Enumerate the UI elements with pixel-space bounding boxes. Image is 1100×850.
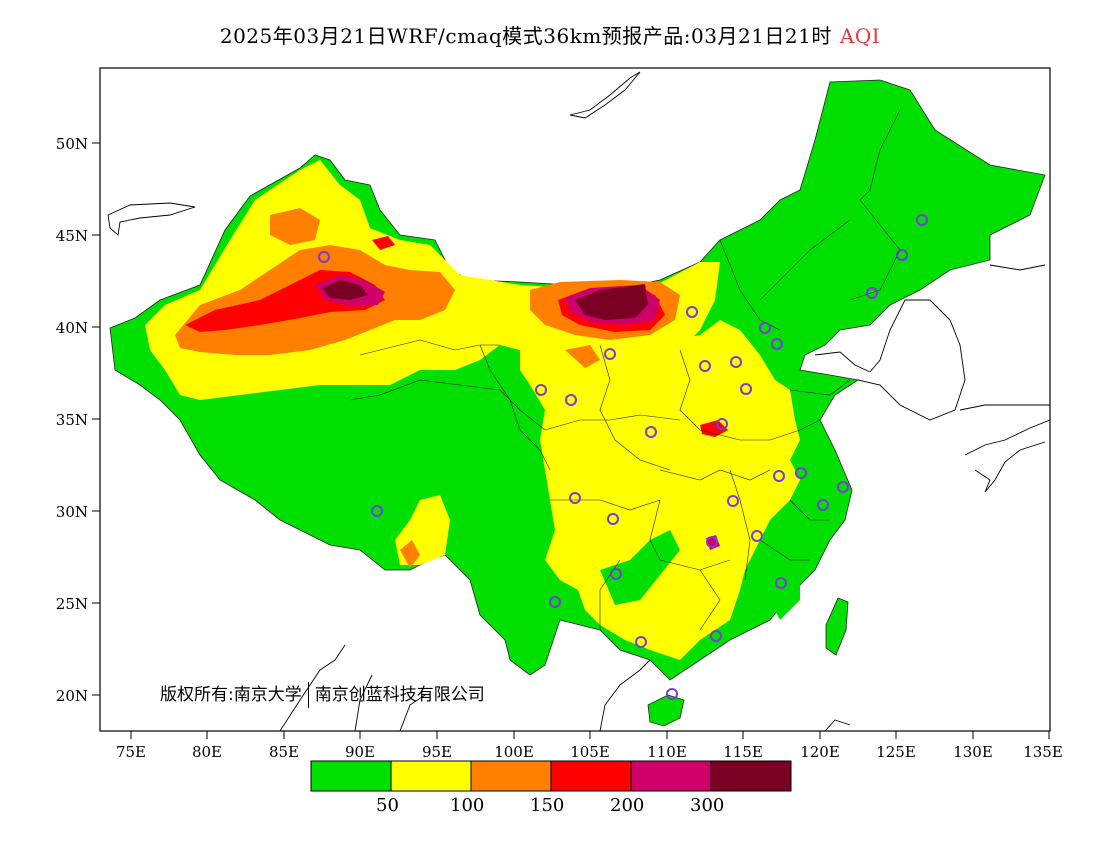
copyright-prefix: 版权所有: [160,685,234,705]
copyright-org1: 南京大学 [233,685,302,705]
lon-label: 90E [345,743,375,761]
title-main: 2025年03月21日WRF/cmaq模式36km预报产品:03月21日21时 [219,24,832,48]
legend-swatch [630,760,712,792]
lat-label: 45N [56,227,88,245]
lon-label: 115E [723,743,763,761]
lon-label: 120E [800,743,840,761]
city-marker [837,481,849,493]
lon-label: 135E [1023,743,1063,761]
city-marker [610,568,622,580]
map-frame [99,67,1051,732]
aqi-orange-loess [565,345,600,368]
lon-label: 80E [192,743,222,761]
aqi-orange-nw-top [270,208,320,245]
lat-label: 20N [56,687,88,705]
aqi-green-patch-sw [600,530,680,605]
city-marker [686,306,698,318]
lon-label: 95E [422,743,452,761]
lon-label: 100E [494,743,534,761]
city-marker [751,530,763,542]
legend-swatch [550,760,632,792]
legend-label: 50 [376,795,399,816]
legend-label: 150 [530,795,565,816]
lon-label: 105E [570,743,610,761]
city-marker [716,418,728,430]
city-marker [773,470,785,482]
aqi-maroon-xinjiang [322,280,368,300]
copyright-divider [307,682,309,708]
map-content [107,71,1050,731]
lat-label: 35N [56,411,88,429]
legend-colorbar [310,760,792,792]
city-marker [604,348,616,360]
city-marker [569,492,581,504]
city-marker [635,636,647,648]
lon-label: 110E [647,743,687,761]
lat-label: 50N [56,135,88,153]
city-marker [535,384,547,396]
legend-label: 100 [450,795,485,816]
aqi-red-henan [700,420,728,437]
aqi-red-small1 [372,236,395,250]
map-title: 2025年03月21日WRF/cmaq模式36km预报产品:03月21日21时 A… [0,20,1100,49]
lat-label: 25N [56,595,88,613]
aqi-orange-tibet [400,540,420,568]
lon-label: 75E [116,743,146,761]
city-marker [759,322,771,334]
neighbor-coastlines [107,71,1050,731]
copyright-org2: 南京创蓝科技有限公司 [314,685,485,705]
city-marker [795,467,807,479]
latitude-labels: 50N 45N 40N 35N 30N 25N 20N [56,135,88,705]
longitude-axis [130,731,1050,739]
city-marker [318,251,330,263]
latitude-axis [92,142,100,696]
legend-swatch [710,760,792,792]
city-marker [817,499,829,511]
aqi-green-patch-se [760,550,800,620]
city-marker [666,688,678,700]
legend-swatch [470,760,552,792]
aqi-maroon-north [575,284,648,320]
legend-swatch [390,760,472,792]
city-marker [896,249,908,261]
city-marker [549,596,561,608]
city-marker [775,577,787,589]
city-marker [706,536,718,548]
city-marker [565,394,577,406]
lat-label: 30N [56,503,88,521]
copyright-notice: 版权所有:南京大学 南京创蓝科技有限公司 [160,680,485,708]
lat-label: 40N [56,319,88,337]
legend-swatch [310,760,392,792]
city-marker [699,360,711,372]
title-variable: AQI [839,24,881,48]
aqi-yellow-central [520,320,800,660]
taiwan-region [825,597,849,656]
longitude-labels: 75E 80E 85E 90E 95E 100E 105E 110E 115E … [116,743,1063,761]
city-marker [916,214,928,226]
city-marker [607,513,619,525]
city-marker [730,356,742,368]
lon-label: 130E [953,743,993,761]
legend-label: 300 [690,795,725,816]
legend-label: 200 [610,795,645,816]
city-marker [371,505,383,517]
city-marker [740,383,752,395]
lon-label: 85E [269,743,299,761]
city-marker [710,630,722,642]
city-marker [866,287,878,299]
city-marker [645,426,657,438]
lon-label: 125E [876,743,916,761]
hainan-region [647,694,685,727]
city-marker [771,338,783,350]
city-marker [727,495,739,507]
city-markers [318,214,928,700]
